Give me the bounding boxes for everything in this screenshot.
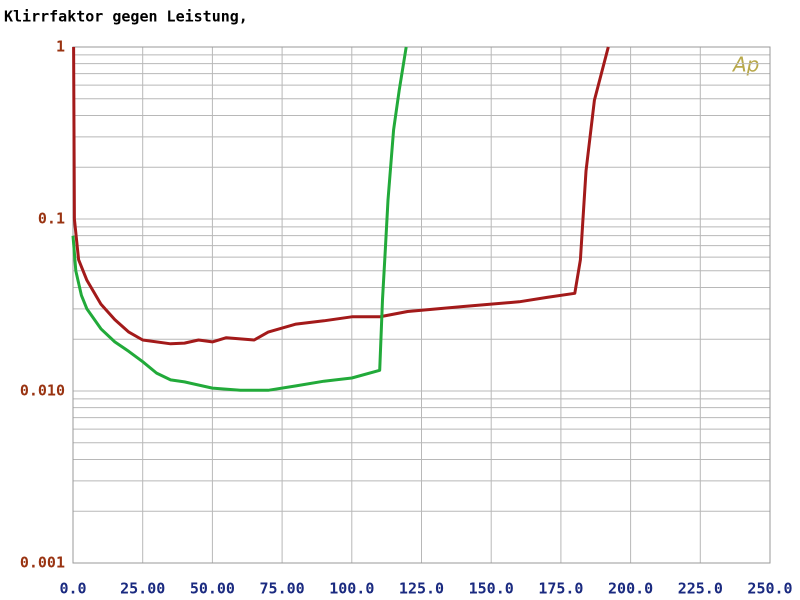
y-tick-label: 0.010 [20, 382, 65, 400]
x-tick-label: 175.0 [538, 580, 583, 598]
x-tick-label: 50.00 [190, 580, 235, 598]
x-tick-label: 250.0 [747, 580, 792, 598]
y-tick-label: 1 [56, 38, 65, 56]
chart-title: Klirrfaktor gegen Leistung, [4, 8, 248, 26]
x-tick-label: 125.0 [399, 580, 444, 598]
logo: Ap [731, 53, 759, 77]
x-tick-label: 100.0 [329, 580, 374, 598]
x-tick-label: 75.00 [260, 580, 305, 598]
x-tick-label: 225.0 [678, 580, 723, 598]
y-tick-label: 0.001 [20, 554, 65, 572]
data-line [72, 46, 610, 346]
y-tick-label: 0.1 [38, 210, 65, 228]
x-tick-label: 200.0 [608, 580, 653, 598]
data-line [71, 46, 408, 392]
plot-border [72, 46, 771, 564]
x-tick-label: 0.0 [59, 580, 86, 598]
x-tick-label: 150.0 [469, 580, 514, 598]
x-tick-label: 25.00 [120, 580, 165, 598]
